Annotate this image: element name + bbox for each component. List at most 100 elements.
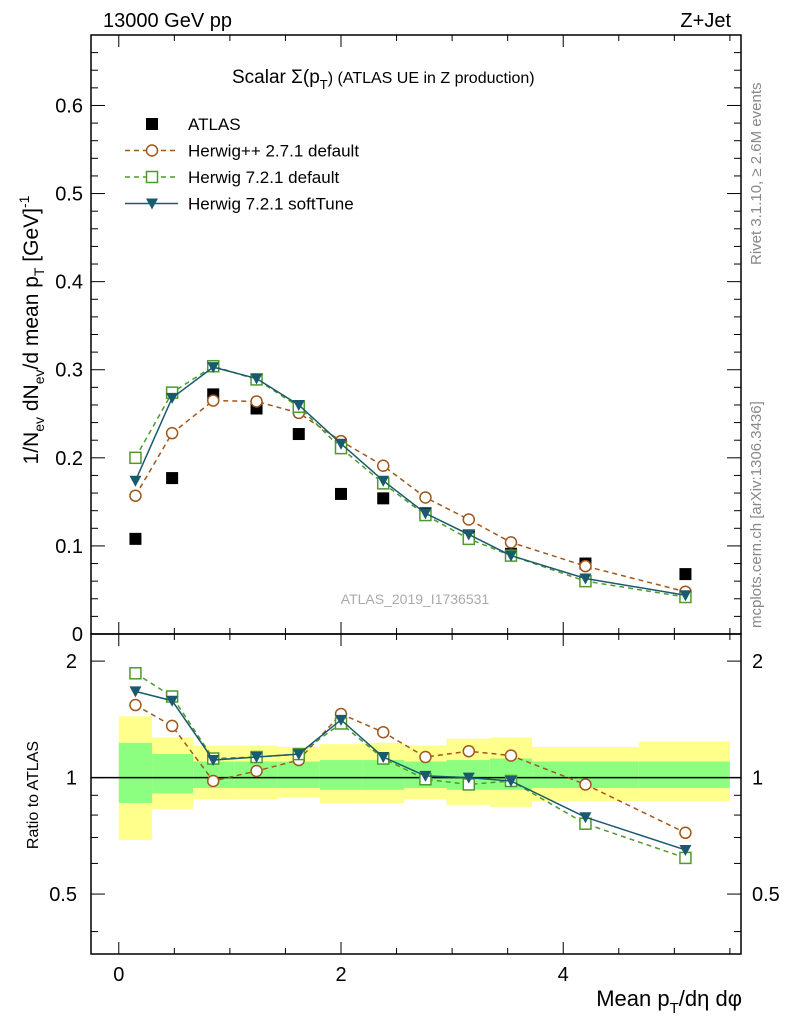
legend-marker-0: [146, 118, 158, 130]
series-line-ratio-2: [135, 672, 686, 859]
band-inner-0: [118, 742, 153, 803]
legend-label-2: Herwig 7.2.1 default: [188, 168, 339, 187]
data-point-1-6: [376, 459, 390, 473]
data-point-0-5: [335, 487, 347, 500]
chart-title-suffix: ) (ATLAS UE in Z production): [328, 70, 535, 87]
rivet-label: Rivet 3.1.10, ≥ 2.6M events: [748, 83, 765, 266]
header-left: 13000 GeV pp: [103, 10, 232, 32]
ratio-point-3-9: [505, 775, 517, 787]
data-point-3-5: [335, 438, 347, 450]
mcplots-label: mcplots.cern.ch [arXiv:1306.3436]: [748, 401, 765, 628]
ratio-point-3-8: [462, 772, 475, 784]
x-axis-label-tail: /dη dφ: [679, 986, 742, 1011]
series-line-ratio-3: [135, 690, 686, 851]
data-point-1-1: [165, 426, 179, 440]
y-tick-label: 0.4: [55, 272, 83, 294]
legend-marker-3: [146, 198, 158, 210]
data-point-3-7: [419, 508, 432, 520]
legend-label-0: ATLAS: [188, 115, 241, 134]
data-point-3-6: [377, 475, 390, 487]
ratio-point-1-8: [462, 744, 476, 758]
ratio-point-1-7: [419, 750, 432, 764]
series-layer: [129, 359, 692, 865]
y-tick-label: 0.5: [55, 184, 83, 206]
ratio-point-1-11: [679, 826, 692, 840]
data-point-3-8: [462, 529, 475, 541]
chart-title-prefix: Scalar Σ(p: [232, 67, 320, 88]
data-point-0-0: [129, 532, 142, 545]
ratio-point-1-0: [129, 698, 142, 712]
y-tick-label: 0.3: [55, 360, 83, 382]
ratio-point-3-5: [335, 714, 347, 726]
uncertainty-bands: [118, 716, 730, 840]
x-tick-label: 0: [113, 964, 124, 986]
data-point-1-3: [250, 395, 263, 408]
data-point-3-9: [505, 550, 517, 562]
data-point-1-0: [129, 489, 142, 502]
data-point-0-6: [377, 492, 390, 505]
ratio-point-3-3: [250, 752, 263, 764]
x-axis-label-sub: T: [670, 1000, 679, 1017]
series-line-main-3: [134, 366, 686, 596]
ratio-point-3-10: [579, 812, 592, 824]
data-point-2-0: [129, 451, 142, 465]
band-inner-5: [319, 760, 363, 790]
series-line-ratio-1: [135, 704, 686, 834]
ratio-tick-label-left: 0.5: [49, 884, 77, 906]
data-point-3-0: [129, 475, 142, 487]
ratio-tick-label-left: 1: [66, 768, 77, 790]
x-tick-label: 4: [558, 964, 569, 986]
y-tick-label: 0.2: [55, 448, 83, 470]
series-0: [129, 388, 692, 581]
ratio-tick-label-left: 2: [66, 651, 77, 673]
x-axis-label: Mean pT/dη dφ: [596, 986, 742, 1017]
chart-title-sub: T: [320, 77, 328, 92]
y-axis-label: 1/Nev dNev/d mean pT [GeV]-1: [16, 195, 47, 464]
ratio-point-2-0: [129, 667, 142, 680]
ratio-point-3-0: [129, 686, 142, 698]
legend-marker-2: [145, 170, 159, 184]
ratio-point-3-2: [207, 755, 220, 767]
ratio-point-3-11: [679, 844, 692, 856]
data-point-3-1: [166, 392, 179, 404]
ratio-point-3-1: [166, 695, 179, 707]
legend: ATLAS Herwig++ 2.7.1 default Herwig 7.2.1 …: [125, 115, 359, 214]
data-point-3-2: [207, 362, 220, 374]
ratio-tick-label-right: 0.5: [752, 884, 780, 906]
data-point-1-7: [419, 491, 432, 504]
ratio-point-3-6: [377, 752, 390, 764]
data-point-0-3: [250, 402, 263, 415]
ratio-tick-label-right: 2: [752, 651, 763, 673]
data-point-1-2: [206, 394, 220, 407]
data-point-1-10: [579, 559, 592, 573]
legend-label-3: Herwig 7.2.1 softTune: [188, 195, 354, 214]
ratio-plot-frame: [90, 633, 742, 955]
data-point-0-4: [292, 428, 305, 441]
ratio-point-1-6: [376, 725, 390, 739]
ratio-y-axis-label: Ratio to ATLAS: [25, 741, 42, 849]
ratio-tick-label-right: 1: [752, 768, 763, 790]
y-tick-label: 0.1: [55, 536, 83, 558]
header-right: Z+Jet: [680, 10, 731, 32]
band-inner-1: [152, 754, 194, 794]
x-tick-label: 2: [335, 964, 346, 986]
data-point-1-8: [462, 513, 476, 526]
legend-label-1: Herwig++ 2.7.1 default: [188, 142, 359, 161]
band-inner-11: [638, 761, 730, 788]
ratio-point-1-3: [250, 764, 263, 778]
y-tick-label: 0.6: [55, 95, 83, 117]
legend-marker-1: [145, 144, 159, 157]
data-point-0-1: [166, 472, 179, 485]
ratio-point-1-9: [504, 749, 518, 762]
series-line-main-1: [134, 399, 686, 593]
chart-title: Scalar Σ(pT) (ATLAS UE in Z production): [232, 67, 535, 92]
axis-ticks: [91, 34, 741, 954]
axis-tick-labels: 0 2 4 0.1 0.2 0.3 0.4 0.5 0.6 0 0.5 0.5 1 1 2 2: [49, 95, 780, 986]
data-point-3-11: [679, 590, 692, 602]
ratio-point-3-7: [419, 770, 432, 782]
series-3: [129, 362, 692, 856]
ratio-point-1-10: [579, 778, 592, 791]
y-tick-label-zero: 0: [72, 624, 83, 646]
analysis-watermark: ATLAS_2019_I1736531: [341, 591, 490, 607]
